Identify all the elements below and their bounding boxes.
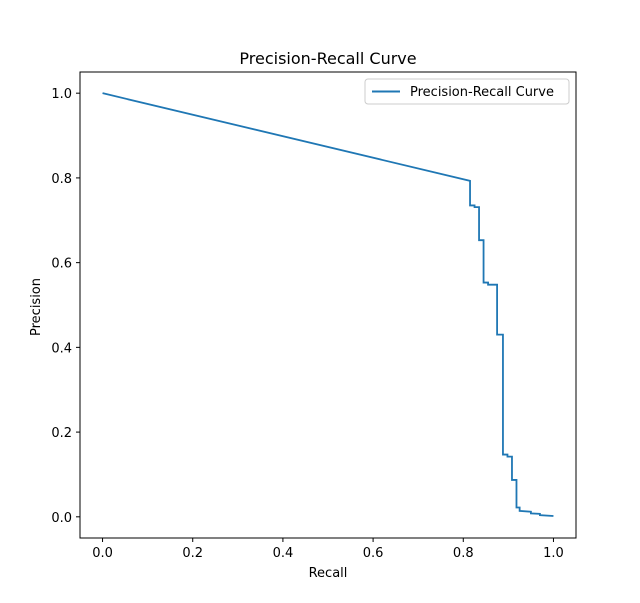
y-tick-label: 0.8 xyxy=(51,172,72,187)
x-tick-label: 0.6 xyxy=(363,546,384,561)
y-tick-label: 0.0 xyxy=(51,511,72,526)
legend: Precision-Recall Curve xyxy=(364,78,570,105)
x-tick-label: 0.8 xyxy=(453,546,474,561)
y-axis-label: Precision xyxy=(29,278,44,336)
y-tick-label: 1.0 xyxy=(51,87,72,102)
legend-label: Precision-Recall Curve xyxy=(410,85,554,100)
axes-frame xyxy=(79,71,577,539)
x-tick-label: 0.0 xyxy=(92,546,113,561)
y-tick-label: 0.2 xyxy=(51,426,72,441)
y-tick-label: 0.4 xyxy=(51,341,72,356)
x-tick-label: 0.4 xyxy=(273,546,294,561)
x-tick-label: 0.2 xyxy=(182,546,203,561)
legend-frame xyxy=(364,78,570,105)
chart-title: Precision-Recall Curve xyxy=(239,49,416,68)
axes: 0.0 0.2 0.4 0.6 0.8 1.0 0.0 0.2 0.4 0.6 0.8 1.0 xyxy=(51,71,577,561)
x-axis-label: Recall xyxy=(309,566,348,581)
series-line-0 xyxy=(102,92,554,517)
x-tick-label: 1.0 xyxy=(543,546,564,561)
y-tick-label: 0.6 xyxy=(51,257,72,272)
plot-area xyxy=(102,92,554,517)
